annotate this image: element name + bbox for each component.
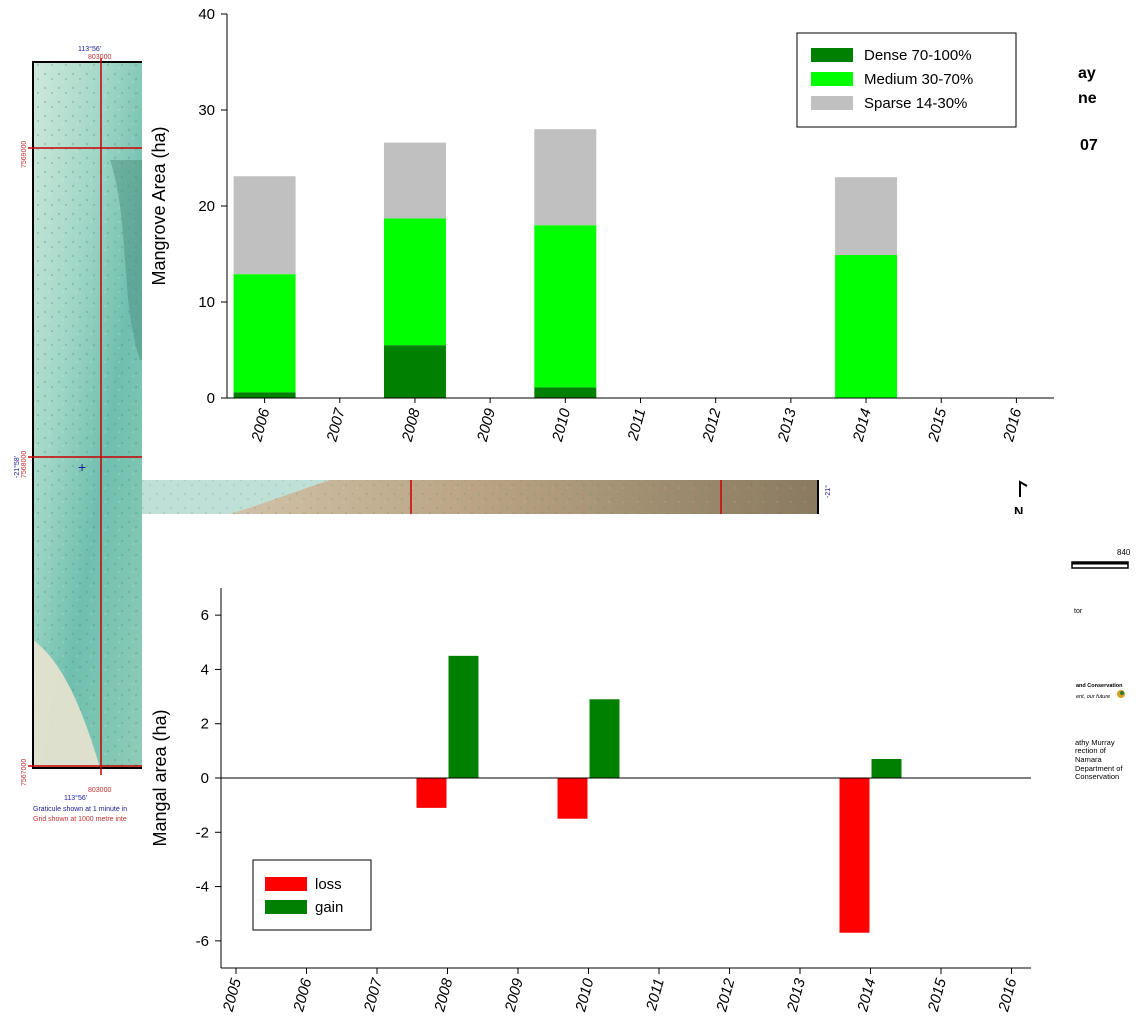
map-title-fragment: 07: [1080, 137, 1098, 154]
bar-segment-medium-2014: [835, 254, 898, 398]
bar-segment-dense-2006: [233, 392, 296, 398]
map-top-easting-label: 803000: [88, 54, 111, 61]
y-axis-label: Mangal area (ha): [150, 709, 170, 846]
y-tick-label: 0: [201, 770, 209, 787]
y-tick-label: 20: [198, 198, 215, 215]
bar-segment-dense-2010: [534, 387, 597, 398]
map-top-lon-label: 113°56': [78, 45, 101, 53]
credit-line: athy Murray: [1075, 738, 1115, 747]
legend-label-loss: loss: [315, 876, 342, 893]
map-bottom-easting-label: 803000: [88, 787, 111, 794]
north-arrow-label: N: [1014, 504, 1023, 519]
y-tick-label: 30: [198, 102, 215, 119]
map-crosshair-icon: +: [78, 459, 86, 475]
credit-line: Namara: [1075, 755, 1103, 764]
scale-bar-fill: [1072, 562, 1128, 565]
logo-icon-inner: [1120, 691, 1124, 695]
map-side-text: tor: [1074, 608, 1083, 615]
map-shore-sand: [33, 640, 100, 768]
credit-line: rection of: [1075, 746, 1107, 755]
y-tick-label: 6: [201, 607, 209, 624]
legend-swatch-dense: [811, 48, 853, 62]
north-arrow-icon: [1019, 480, 1028, 497]
legend-label-gain: gain: [315, 899, 343, 916]
bar-segment-medium-2010: [534, 225, 597, 388]
bar-loss-2008: [416, 778, 447, 808]
map-imagery-texture: [142, 480, 818, 514]
legend-swatch-sparse: [811, 96, 853, 110]
bar-gain-2010: [589, 699, 620, 778]
bar-gain-2008: [448, 655, 479, 778]
legend-label-dense: Dense 70-100%: [864, 47, 972, 64]
credit-line: Department of: [1075, 764, 1123, 773]
map-northing-top: 7569000: [21, 141, 28, 168]
chart-mangrove-area: 2006 2007 2008 2009 2010 2011 2012 2013 2014 2015…: [142, 0, 1070, 480]
bar-segment-sparse-2006: [233, 176, 296, 275]
y-tick-label: 4: [201, 661, 209, 678]
bar-loss-2010: [557, 778, 588, 819]
chart-marks: [416, 655, 902, 933]
y-tick-label: 40: [198, 6, 215, 23]
bar-segment-sparse-2014: [835, 177, 898, 255]
legend-label-medium: Medium 30-70%: [864, 71, 973, 88]
map-bottom-lon-label: 113°56': [64, 794, 87, 802]
logo-line: ent, our future: [1076, 694, 1110, 700]
bar-segment-dense-2008: [383, 345, 446, 398]
bar-loss-2014: [839, 778, 870, 933]
map-northing-bottom: 7567000: [21, 759, 28, 786]
map-graticule-note: Graticule shown at 1 minute in: [33, 806, 127, 813]
map-grid-note: Grid shown at 1000 metre inte: [33, 816, 127, 823]
y-tick-label: 2: [201, 716, 209, 733]
chart-legend: Dense 70-100% Medium 30-70% Sparse 14-30…: [796, 32, 1017, 128]
bar-gain-2014: [871, 759, 902, 778]
legend-swatch-loss: [265, 877, 307, 891]
legend-label-sparse: Sparse 14-30%: [864, 95, 967, 112]
bar-segment-medium-2006: [233, 274, 296, 393]
chart-mangal-change: 2005 2006 2007 2008 2009 2010 2011 2012 2013 2014…: [142, 514, 1070, 1026]
y-tick-label: 10: [198, 294, 215, 311]
map-lat-mid: -21°58': [13, 456, 21, 478]
map-northing-mid: 7568000: [21, 451, 28, 478]
y-axis-label: Mangrove Area (ha): [149, 126, 169, 285]
bar-segment-medium-2008: [383, 218, 446, 346]
y-tick-label: -6: [196, 933, 209, 950]
bar-segment-sparse-2008: [383, 142, 446, 219]
background-map: + 113°56' 803000 113°56' 803000 7569000 …: [13, 45, 1131, 823]
y-tick-label: -4: [196, 879, 209, 896]
chart-legend: loss gain: [252, 859, 372, 931]
legend-swatch-gain: [265, 900, 307, 914]
legend-box: [252, 859, 372, 931]
legend-swatch-medium: [811, 72, 853, 86]
map-shallow-reef: [110, 160, 145, 360]
logo-line: and Conservation: [1076, 683, 1123, 689]
map-title-fragment: ay: [1078, 65, 1096, 82]
y-tick-label: -2: [196, 824, 209, 841]
credit-line: Conservation: [1075, 772, 1119, 781]
bar-segment-sparse-2010: [534, 129, 597, 226]
y-tick-label: 0: [207, 390, 215, 407]
scale-number: 840: [1117, 548, 1131, 557]
chart-marks: [233, 129, 898, 398]
map-title-fragment: ne: [1078, 90, 1097, 107]
map-right-lat-label: -21°: [824, 485, 832, 498]
